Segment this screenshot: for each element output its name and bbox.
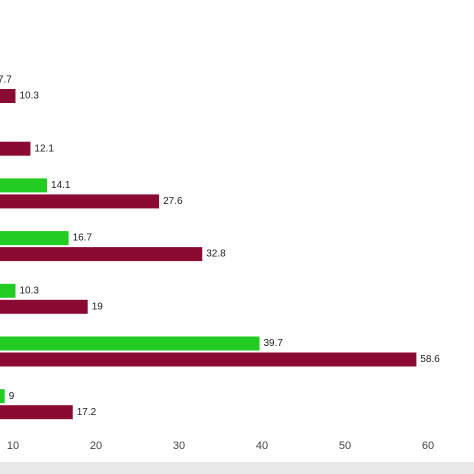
bar xyxy=(0,389,5,404)
bar xyxy=(0,405,73,420)
bar xyxy=(0,178,48,193)
bar xyxy=(0,141,31,156)
x-tick-label: 10 xyxy=(7,440,19,452)
bar xyxy=(0,336,260,351)
x-tick-label: 30 xyxy=(173,440,185,452)
value-label: 58.6 xyxy=(420,354,440,365)
value-label: 19 xyxy=(92,301,104,312)
value-label: 9 xyxy=(9,391,15,402)
value-label: 17.2 xyxy=(77,407,97,418)
x-tick-label: 40 xyxy=(256,440,268,452)
bar xyxy=(0,89,16,103)
bar xyxy=(0,283,16,298)
bar xyxy=(0,231,69,246)
value-label: 10.3 xyxy=(19,91,39,102)
value-label: 27.6 xyxy=(163,196,183,207)
bar xyxy=(0,352,417,367)
bar xyxy=(0,247,203,262)
x-tick-label: 20 xyxy=(90,440,102,452)
value-label: 39.7 xyxy=(264,338,284,349)
value-label: 10.3 xyxy=(19,285,39,296)
value-label: 12.1 xyxy=(34,143,54,154)
x-tick-label: 50 xyxy=(339,440,351,452)
value-label: 32.8 xyxy=(206,249,226,260)
value-label: 14.1 xyxy=(51,180,71,191)
x-tick-label: 60 xyxy=(422,440,434,452)
value-label: 7.7 xyxy=(0,75,12,86)
value-label: 16.7 xyxy=(73,233,93,244)
bar xyxy=(0,194,160,209)
bar xyxy=(0,299,88,314)
bottom-strip xyxy=(0,462,474,474)
